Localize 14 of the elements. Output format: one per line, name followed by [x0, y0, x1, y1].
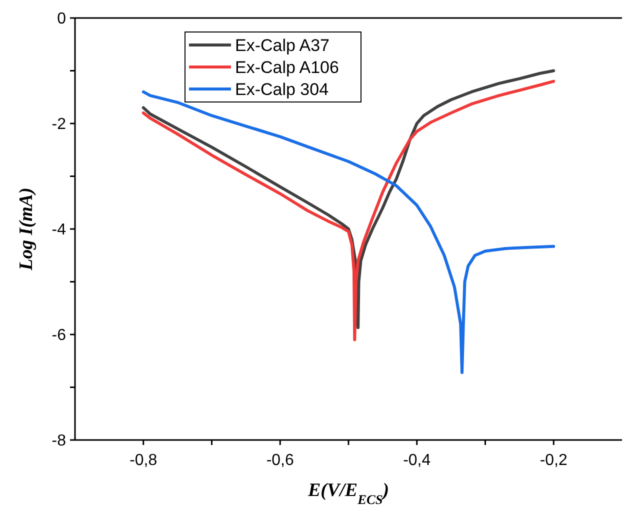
y-tick-label: -2	[52, 116, 66, 134]
y-axis-title: Log I(mA)	[16, 188, 37, 272]
legend-label: Ex-Calp A106	[235, 58, 339, 77]
x-tick-label: -0,4	[403, 452, 431, 469]
x-axis-title: E(V/E$_{ECS}$)	[306, 480, 390, 506]
y-tick-label: 0	[57, 10, 66, 28]
y-tick-label: -8	[52, 432, 66, 450]
x-tick-label: -0,6	[266, 452, 294, 469]
legend-label: Ex-Calp 304	[235, 80, 329, 99]
y-tick-label: -4	[52, 222, 66, 239]
x-tick-label: -0,2	[540, 452, 568, 469]
y-tick-label: -6	[52, 327, 66, 344]
x-tick-label: -0,8	[130, 452, 158, 469]
legend-label: Ex-Calp A37	[235, 36, 330, 55]
